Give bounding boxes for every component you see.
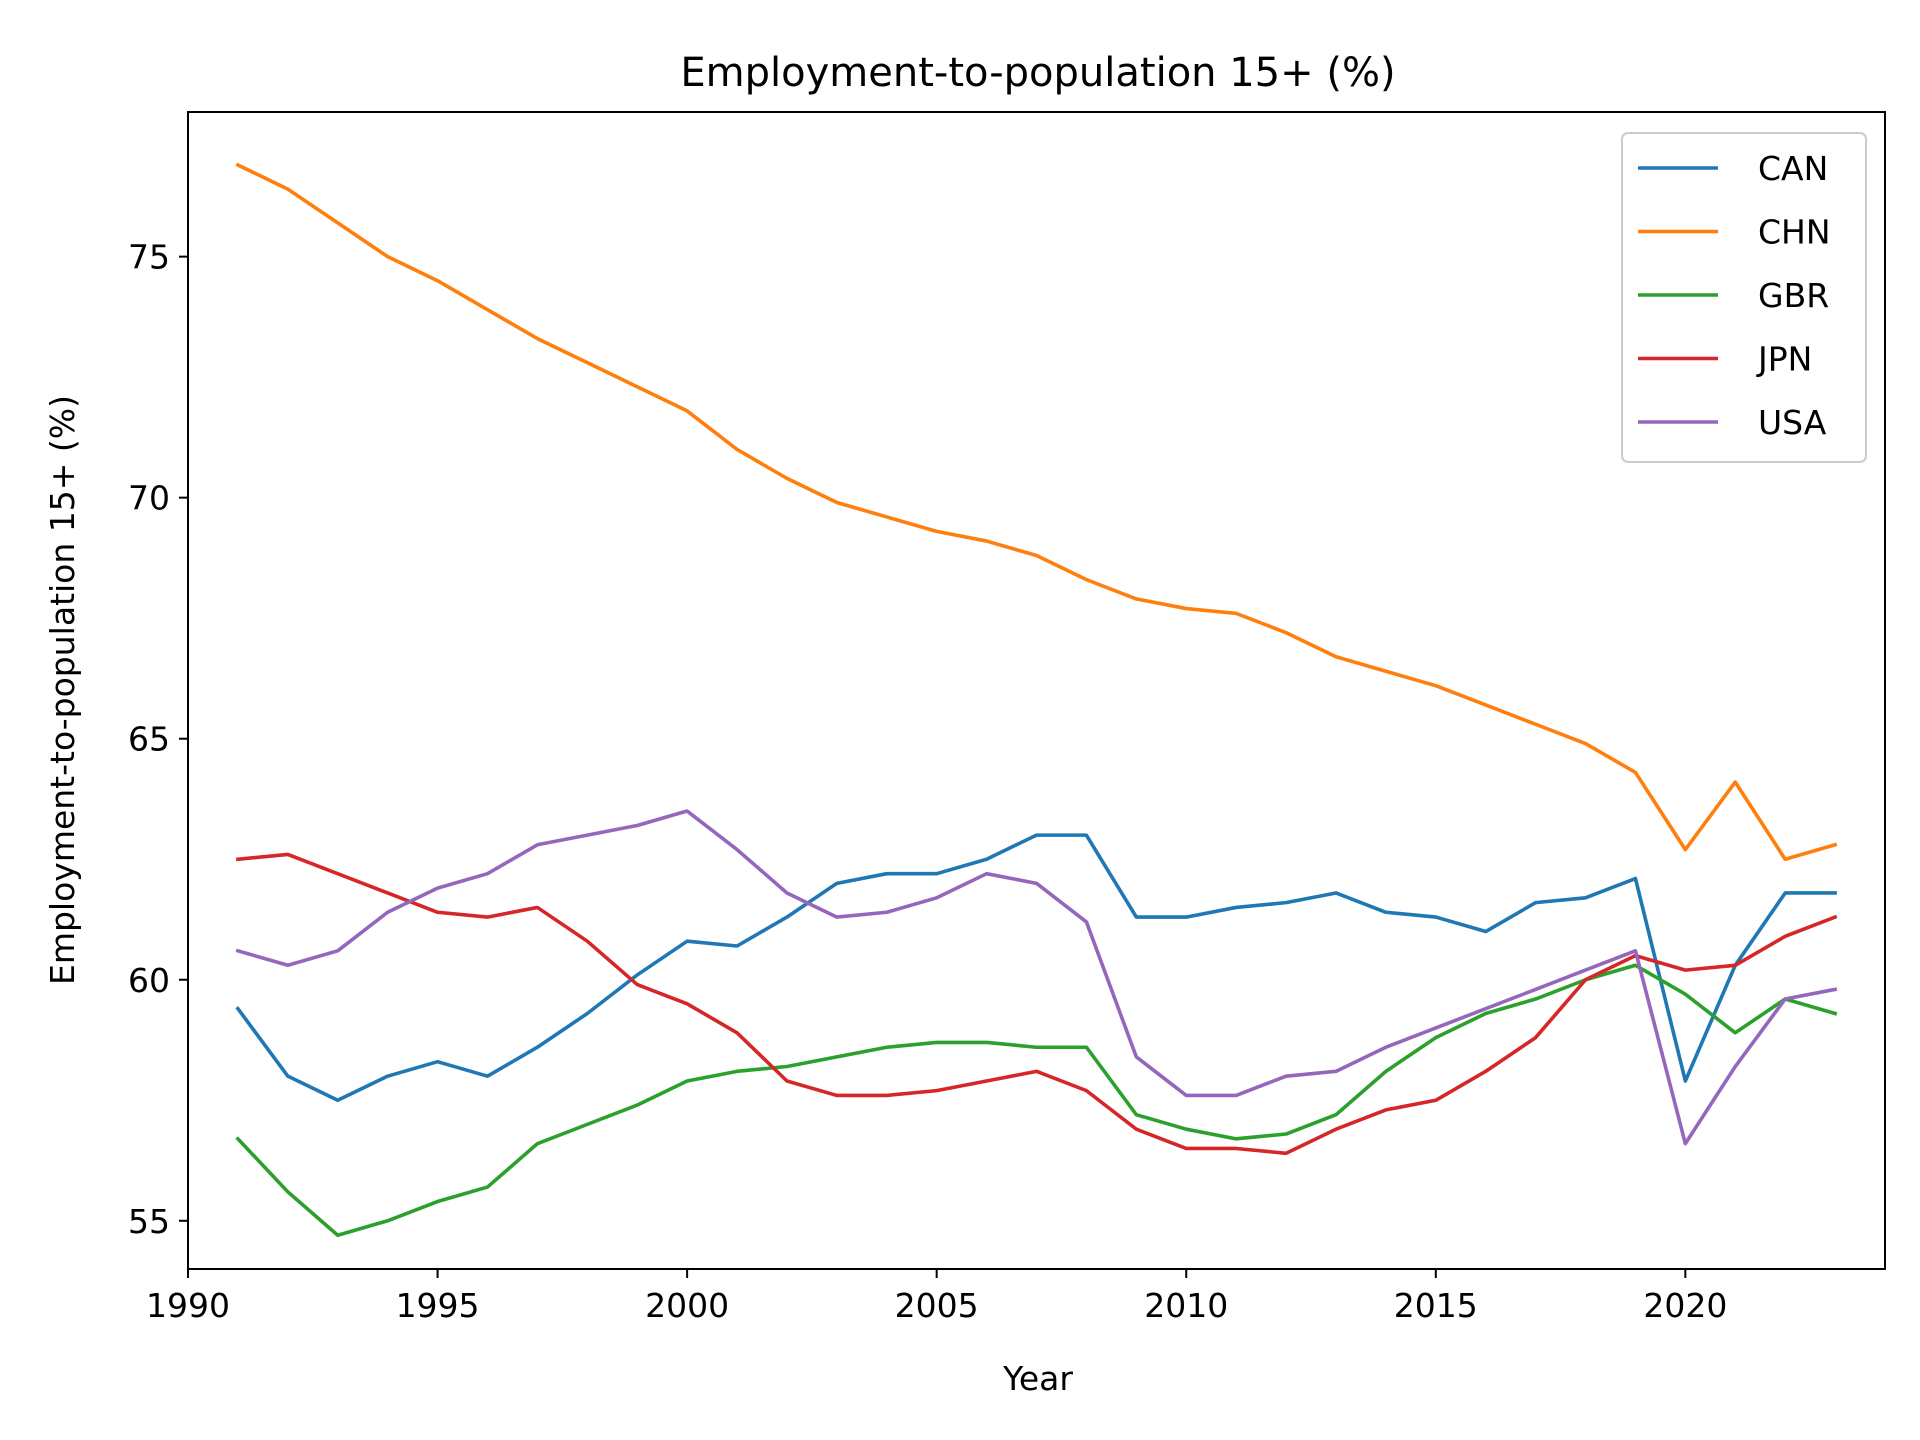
- legend-label-chn: CHN: [1758, 213, 1831, 252]
- series-line-gbr: [235, 963, 1838, 1238]
- x-tick-label: 1990: [146, 1286, 230, 1325]
- series-line-can: [235, 833, 1837, 1103]
- y-axis: 55 60 65 70 75: [128, 238, 188, 1241]
- legend: CAN CHN GBR JPN USA: [1621, 132, 1867, 463]
- x-axis: 1990 1995 2000 2005 2010 2015 2020: [146, 1269, 1727, 1325]
- plot-area-frame: [187, 111, 1886, 1270]
- x-tick-label: 1995: [396, 1286, 480, 1325]
- legend-box: [1621, 132, 1867, 463]
- x-tick-label: 2015: [1394, 1286, 1478, 1325]
- legend-label-can: CAN: [1758, 149, 1828, 188]
- y-tick-label: 75: [128, 238, 170, 277]
- x-tick-label: 2000: [645, 1286, 729, 1325]
- legend-label-usa: USA: [1758, 403, 1827, 442]
- series-line-jpn: [235, 852, 1838, 1156]
- y-tick-label: 65: [128, 720, 170, 759]
- x-tick-label: 2010: [1144, 1286, 1228, 1325]
- series-lines: [235, 162, 1838, 1238]
- x-axis-label: Year: [1002, 1359, 1073, 1398]
- y-tick-label: 60: [128, 961, 170, 1000]
- x-tick-label: 2020: [1643, 1286, 1727, 1325]
- series-line-usa: [235, 809, 1838, 1146]
- x-tick-label: 2005: [895, 1286, 979, 1325]
- y-tick-label: 55: [128, 1202, 170, 1241]
- legend-label-jpn: JPN: [1756, 340, 1812, 379]
- chart-title: Employment-to-population 15+ (%): [680, 50, 1395, 96]
- series-line-chn: [235, 162, 1838, 862]
- y-tick-label: 70: [128, 479, 170, 518]
- y-axis-label: Employment-to-population 15+ (%): [43, 395, 82, 985]
- legend-label-gbr: GBR: [1758, 276, 1829, 315]
